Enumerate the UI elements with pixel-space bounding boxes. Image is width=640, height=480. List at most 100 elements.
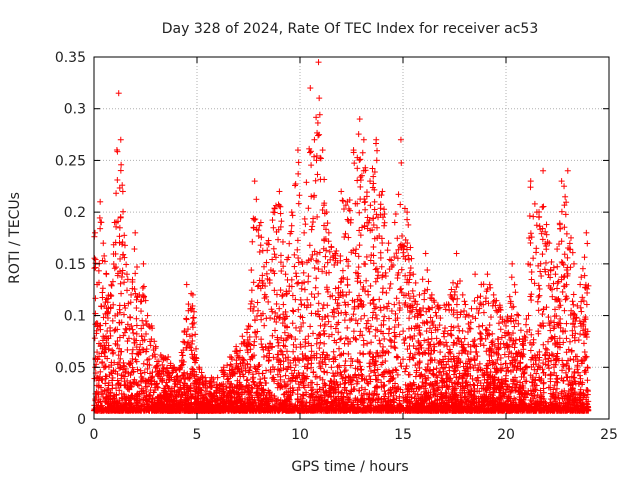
roti-point [366, 350, 373, 357]
roti-point [273, 291, 280, 298]
roti-point [273, 300, 280, 307]
roti-point [508, 318, 515, 325]
roti-point [339, 267, 346, 274]
roti-point [366, 328, 373, 335]
roti-point [259, 247, 266, 254]
roti-point [561, 251, 568, 258]
roti-point [454, 314, 461, 321]
roti-point [295, 254, 302, 261]
roti-point [363, 253, 370, 260]
roti-point [363, 277, 370, 284]
roti-point [436, 339, 443, 346]
roti-point [485, 300, 492, 307]
roti-point [313, 114, 320, 121]
roti-point [296, 327, 303, 334]
roti-point [320, 301, 327, 308]
roti-point [340, 197, 347, 204]
roti-point [97, 219, 104, 226]
roti-point [109, 317, 116, 324]
roti-point [370, 243, 377, 250]
roti-point [270, 245, 277, 252]
roti-point [363, 320, 370, 327]
roti-point [567, 234, 574, 241]
roti-point [129, 346, 136, 353]
roti-point [376, 296, 383, 303]
roti-point [316, 111, 323, 118]
roti-point [536, 285, 543, 292]
roti-point [308, 291, 315, 298]
roti-point [124, 276, 131, 283]
roti-point [341, 234, 348, 241]
roti-point [546, 365, 553, 372]
roti-point [355, 131, 362, 138]
roti-point [335, 329, 342, 336]
roti-point [132, 270, 139, 277]
roti-point [295, 200, 302, 207]
roti-point [535, 293, 542, 300]
roti-point [300, 269, 307, 276]
roti-point [554, 263, 561, 270]
roti-point [560, 283, 567, 290]
roti-point [278, 218, 285, 225]
roti-point [113, 223, 120, 230]
roti-point [344, 276, 351, 283]
roti-point [386, 285, 393, 292]
roti-point [575, 337, 582, 344]
roti-point [554, 280, 561, 287]
roti-point [432, 309, 439, 316]
roti-point [261, 322, 268, 329]
roti-point [384, 247, 391, 254]
roti-point [279, 293, 286, 300]
roti-point [409, 287, 416, 294]
roti-point [124, 287, 131, 294]
roti-point [298, 285, 305, 292]
roti-point [257, 379, 264, 386]
roti-point [237, 347, 244, 354]
roti-point [270, 224, 277, 231]
roti-point [313, 275, 320, 282]
roti-point [105, 345, 112, 352]
roti-point [357, 183, 364, 190]
data-points [91, 59, 592, 414]
roti-point [133, 330, 140, 337]
roti-point [535, 307, 542, 314]
roti-point [342, 202, 349, 209]
roti-point [117, 167, 124, 174]
roti-point [390, 374, 397, 381]
roti-point [377, 340, 384, 347]
roti-point [250, 279, 257, 286]
roti-point [425, 374, 432, 381]
roti-point [482, 295, 489, 302]
roti-point [407, 265, 414, 272]
roti-point [357, 279, 364, 286]
roti-point [383, 289, 390, 296]
roti-point [329, 309, 336, 316]
roti-point [134, 366, 141, 373]
roti-point [271, 251, 278, 258]
roti-point [413, 369, 420, 376]
roti-point [370, 260, 377, 267]
roti-point [329, 370, 336, 377]
roti-point [292, 180, 299, 187]
roti-point [367, 202, 374, 209]
roti-point [559, 288, 566, 295]
roti-point [406, 276, 413, 283]
roti-point [531, 280, 538, 287]
roti-point [402, 365, 409, 372]
roti-point [254, 283, 261, 290]
roti-point [365, 291, 372, 298]
roti-point [477, 329, 484, 336]
roti-point [514, 311, 521, 318]
roti-point [581, 369, 588, 376]
roti-point [97, 225, 104, 232]
roti-point [354, 165, 361, 172]
roti-point [129, 326, 136, 333]
roti-point [357, 196, 364, 203]
roti-point [129, 355, 136, 362]
roti-point [416, 350, 423, 357]
roti-point [441, 333, 448, 340]
roti-point [371, 198, 378, 205]
roti-point [316, 249, 323, 256]
roti-point [272, 327, 279, 334]
